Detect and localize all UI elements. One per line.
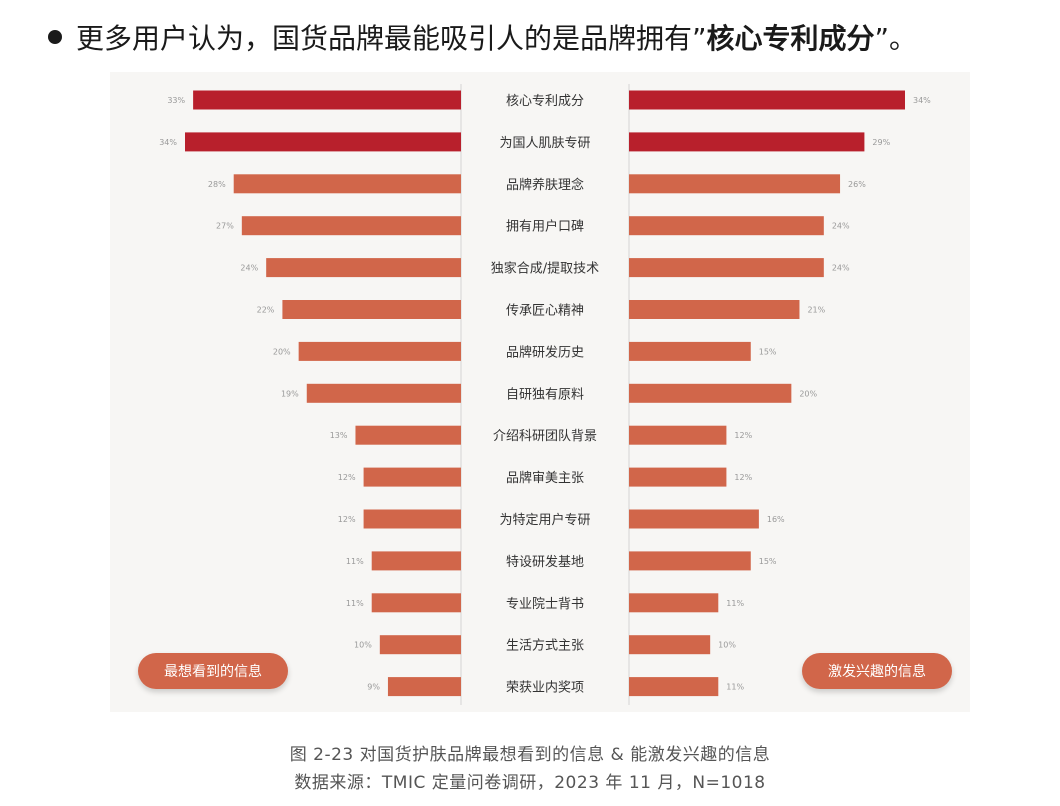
bar-left xyxy=(185,132,461,152)
bar-right xyxy=(629,174,841,194)
data-label-right: 20% xyxy=(799,389,817,398)
headline-emphasis: 核心专利成分 xyxy=(706,22,875,55)
category-label: 介绍科研团队背景 xyxy=(493,429,597,444)
data-label-right: 16% xyxy=(767,515,785,524)
data-label-left: 12% xyxy=(338,473,356,482)
bar-left xyxy=(371,593,461,613)
bar-right xyxy=(629,383,792,403)
data-label-right: 11% xyxy=(726,599,744,608)
category-label: 品牌研发历史 xyxy=(506,344,584,360)
bar-left xyxy=(371,551,461,571)
bullet-icon xyxy=(48,30,62,44)
bar-left xyxy=(306,383,461,403)
data-label-right: 26% xyxy=(848,180,866,189)
data-label-left: 10% xyxy=(354,641,372,650)
data-label-left: 12% xyxy=(338,515,356,524)
data-label-left: 24% xyxy=(240,264,258,273)
data-label-right: 29% xyxy=(872,138,890,147)
bar-right xyxy=(629,216,824,236)
bar-left xyxy=(241,216,461,236)
category-label: 生活方式主张 xyxy=(506,638,584,654)
data-label-left: 33% xyxy=(167,96,185,105)
headline-suffix: ”。 xyxy=(874,22,918,55)
legend-pill-right: 激发兴趣的信息 xyxy=(802,653,952,689)
data-source: 数据来源：TMIC 定量问卷调研，2023 年 11 月，N=1018 xyxy=(294,773,766,793)
category-label: 核心专利成分 xyxy=(506,94,584,109)
bar-left xyxy=(233,174,461,194)
data-label-right: 11% xyxy=(726,683,744,692)
bar-right xyxy=(629,593,719,613)
data-label-right: 34% xyxy=(913,96,931,105)
data-label-right: 10% xyxy=(718,641,736,650)
bar-right xyxy=(629,425,727,445)
bar-left xyxy=(363,467,461,487)
category-label: 独家合成/提取技术 xyxy=(491,261,599,277)
data-label-left: 11% xyxy=(346,599,364,608)
category-label: 自研独有原料 xyxy=(506,387,584,402)
bar-right xyxy=(629,635,711,655)
bar-right xyxy=(629,467,727,487)
data-label-left: 27% xyxy=(216,222,234,231)
figure-caption: 图 2-23 对国货护肤品牌最想看到的信息 & 能激发兴趣的信息 xyxy=(289,745,771,765)
data-label-left: 19% xyxy=(281,389,299,398)
headline-prefix: 更多用户认为，国货品牌最能吸引人的是品牌拥有” xyxy=(76,22,707,55)
data-label-left: 11% xyxy=(346,557,364,566)
bar-left xyxy=(193,90,461,110)
data-label-left: 9% xyxy=(367,683,380,692)
bar-left xyxy=(355,425,461,445)
category-label: 为特定用户专研 xyxy=(499,512,590,528)
bar-left xyxy=(282,300,461,319)
data-label-right: 21% xyxy=(807,306,825,315)
category-label: 拥有用户口碑 xyxy=(506,219,584,235)
data-label-right: 24% xyxy=(832,222,850,231)
data-label-left: 28% xyxy=(208,180,226,189)
bar-left xyxy=(379,635,461,655)
bar-right xyxy=(629,509,759,529)
category-label: 特设研发基地 xyxy=(506,554,584,570)
data-label-left: 13% xyxy=(330,431,348,440)
data-label-left: 34% xyxy=(159,138,177,147)
data-label-right: 12% xyxy=(734,431,752,440)
category-label: 荣获业内奖项 xyxy=(506,680,584,696)
data-label-right: 12% xyxy=(734,473,752,482)
bar-right xyxy=(629,677,719,697)
bar-left xyxy=(266,258,461,278)
legend-pill-left: 最想看到的信息 xyxy=(138,653,288,689)
category-label: 为国人肌肤专研 xyxy=(499,136,590,151)
bar-right xyxy=(629,300,800,319)
headline: 更多用户认为，国货品牌最能吸引人的是品牌拥有” 核心专利成分 ”。 xyxy=(48,12,1048,62)
data-label-left: 22% xyxy=(257,306,275,315)
bar-left xyxy=(298,341,461,361)
bar-right xyxy=(629,90,905,110)
data-label-left: 20% xyxy=(273,347,291,356)
bar-left xyxy=(387,677,461,697)
category-label: 品牌养肤理念 xyxy=(506,177,584,193)
data-label-right: 15% xyxy=(759,347,777,356)
category-label: 专业院士背书 xyxy=(506,597,584,612)
data-label-right: 15% xyxy=(759,557,777,566)
data-label-right: 24% xyxy=(832,264,850,273)
bar-right xyxy=(629,341,751,361)
bar-left xyxy=(363,509,461,529)
category-label: 传承匠心精神 xyxy=(506,304,584,319)
bar-right xyxy=(629,551,751,571)
category-label: 品牌审美主张 xyxy=(506,470,584,486)
bar-right xyxy=(629,132,865,152)
bar-right xyxy=(629,258,824,278)
